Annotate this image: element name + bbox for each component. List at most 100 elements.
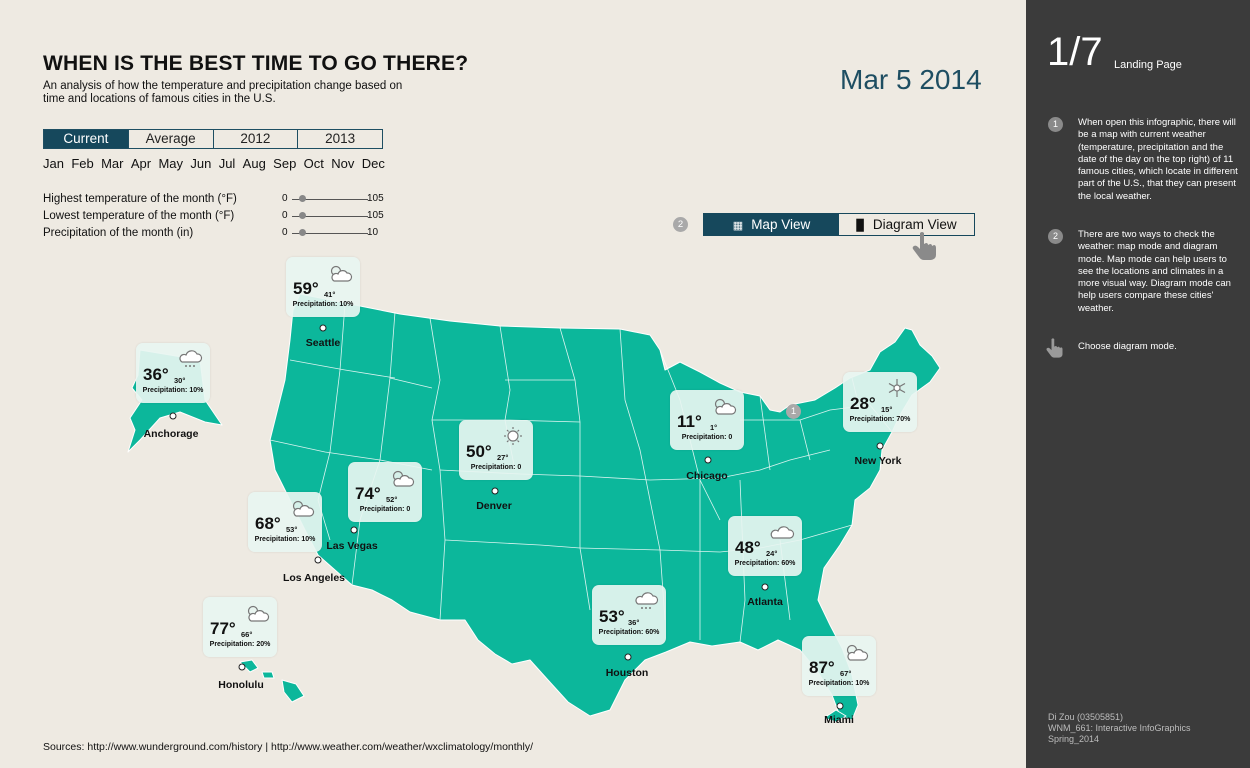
low-temp-track[interactable] [292, 216, 368, 217]
city-high-temp: 74° [355, 484, 381, 503]
city-card-los-angeles[interactable]: 68° 53° Precipitation: 10% [248, 492, 322, 552]
city-card-denver[interactable]: 50° 27° Precipitation: 0 [459, 420, 533, 480]
city-marker-seattle[interactable] [319, 324, 327, 332]
city-high-temp: 68° [255, 514, 281, 533]
instructions-sidebar: 1/7 Landing Page 1 When open this infogr… [1026, 0, 1250, 768]
precip-max: 10 [367, 227, 379, 238]
city-precip: Precipitation: 0 [470, 464, 522, 471]
precip-track[interactable] [292, 233, 368, 234]
precip-label: Precipitation of the month (in) [43, 227, 194, 239]
credit-author: Di Zou (03505851) [1048, 712, 1124, 722]
instruction-step-1: 1 When open this infographic, there will… [1048, 117, 1238, 203]
city-name-houston: Houston [605, 667, 649, 679]
month-apr[interactable]: Apr [130, 156, 152, 171]
snowflake-icon [888, 379, 906, 397]
month-jul[interactable]: Jul [218, 156, 236, 171]
view-step-marker: 2 [673, 217, 688, 232]
city-high-temp: 53° [599, 607, 625, 626]
city-card-chicago[interactable]: 11° 1° Precipitation: 0 [670, 390, 744, 450]
month-oct[interactable]: Oct [303, 156, 324, 171]
low-temp-filter: Lowest temperature of the month (°F) 0 1… [43, 210, 388, 224]
city-marker-los-angeles[interactable] [314, 556, 322, 564]
florida-keys [823, 709, 847, 723]
city-name-miami: Miami [824, 714, 854, 726]
city-low-temp: 41° [324, 290, 336, 299]
partly-cloudy-icon [846, 644, 869, 661]
city-marker-miami[interactable] [836, 702, 844, 710]
bar-chart-icon: ▉ [856, 220, 865, 232]
low-temp-label: Lowest temperature of the month (°F) [43, 210, 235, 222]
month-nov[interactable]: Nov [331, 156, 355, 171]
tab-current[interactable]: Current [44, 130, 128, 148]
city-precip: Precipitation: 10% [292, 301, 354, 308]
city-marker-new-york[interactable] [876, 442, 884, 450]
low-temp-max: 105 [367, 210, 384, 221]
city-high-temp: 59° [293, 279, 319, 298]
city-card-atlanta[interactable]: 48° 24° Precipitation: 60% [728, 516, 802, 576]
city-high-temp: 77° [210, 619, 236, 638]
city-marker-honolulu[interactable] [238, 663, 246, 671]
map-view-button[interactable]: ▦ Map View [704, 214, 839, 235]
low-temp-slider-handle[interactable] [299, 212, 306, 219]
state-borders [269, 303, 893, 643]
month-aug[interactable]: Aug [242, 156, 266, 171]
month-feb[interactable]: Feb [71, 156, 94, 171]
month-jun[interactable]: Jun [190, 156, 212, 171]
high-temp-min: 0 [282, 193, 288, 204]
city-card-new-york[interactable]: 28° 15° Precipitation: 70% [843, 372, 917, 432]
current-date: Mar 5 2014 [840, 64, 982, 95]
tab-average[interactable]: Average [127, 130, 213, 148]
city-low-temp: 66° [241, 630, 253, 639]
month-jan[interactable]: Jan [43, 156, 64, 171]
city-low-temp: 53° [286, 525, 298, 534]
low-temp-min: 0 [282, 210, 288, 221]
tab-2013[interactable]: 2013 [297, 130, 382, 148]
city-precip: Precipitation: 60% [734, 560, 796, 567]
city-marker-las-vegas[interactable] [350, 526, 358, 534]
city-precip: Precipitation: 20% [209, 641, 271, 648]
sun-icon [504, 427, 522, 445]
map-icon: ▦ [732, 220, 744, 232]
city-marker-atlanta[interactable] [761, 583, 769, 591]
credit-course: WNM_661: Interactive InfoGraphics [1048, 723, 1191, 733]
month-sep[interactable]: Sep [273, 156, 297, 171]
city-low-temp: 67° [840, 669, 852, 678]
city-marker-denver[interactable] [491, 487, 499, 495]
step-text: When open this infographic, there will b… [1078, 117, 1238, 202]
tab-2012[interactable]: 2012 [212, 130, 298, 148]
city-name-atlanta: Atlanta [747, 596, 783, 608]
city-card-anchorage[interactable]: 36° 30° Precipitation: 10% [136, 343, 210, 403]
hawaii [239, 659, 305, 703]
city-card-seattle[interactable]: 59° 41° Precipitation: 10% [286, 257, 360, 317]
diagram-view-button[interactable]: ▉ Diagram View [839, 214, 974, 235]
step-text: There are two ways to check the weather:… [1078, 229, 1231, 314]
city-card-las-vegas[interactable]: 74° 52° Precipitation: 0 [348, 462, 422, 522]
city-marker-anchorage[interactable] [169, 412, 177, 420]
city-low-temp: 52° [386, 495, 398, 504]
hand-pointer-icon [912, 232, 936, 260]
precip-slider-handle[interactable] [299, 229, 306, 236]
city-marker-chicago[interactable] [704, 456, 712, 464]
city-card-miami[interactable]: 87° 67° Precipitation: 10% [802, 636, 876, 696]
city-high-temp: 50° [466, 442, 492, 461]
city-name-new-york: New York [854, 455, 902, 467]
credit-term: Spring_2014 [1048, 734, 1100, 744]
city-card-houston[interactable]: 53° 36° Precipitation: 60% [592, 585, 666, 645]
month-dec[interactable]: Dec [361, 156, 385, 171]
city-precip: Precipitation: 10% [254, 536, 316, 543]
city-marker-houston[interactable] [624, 653, 632, 661]
high-temp-label: Highest temperature of the month (°F) [43, 193, 237, 205]
month-may[interactable]: May [158, 156, 183, 171]
snow-cloud-icon [635, 592, 659, 609]
high-temp-slider-handle[interactable] [299, 195, 306, 202]
high-temp-track[interactable] [292, 199, 368, 200]
step-text: Choose diagram mode. [1078, 341, 1177, 352]
hand-pointer-icon [1046, 338, 1063, 358]
city-precip: Precipitation: 10% [142, 387, 204, 394]
city-low-temp: 30° [174, 376, 186, 385]
page-name: Landing Page [1114, 59, 1182, 71]
city-card-honolulu[interactable]: 77° 66° Precipitation: 20% [203, 597, 277, 657]
city-precip: Precipitation: 0 [681, 434, 733, 441]
credits: Di Zou (03505851) WNM_661: Interactive I… [1048, 712, 1191, 745]
month-mar[interactable]: Mar [101, 156, 124, 171]
